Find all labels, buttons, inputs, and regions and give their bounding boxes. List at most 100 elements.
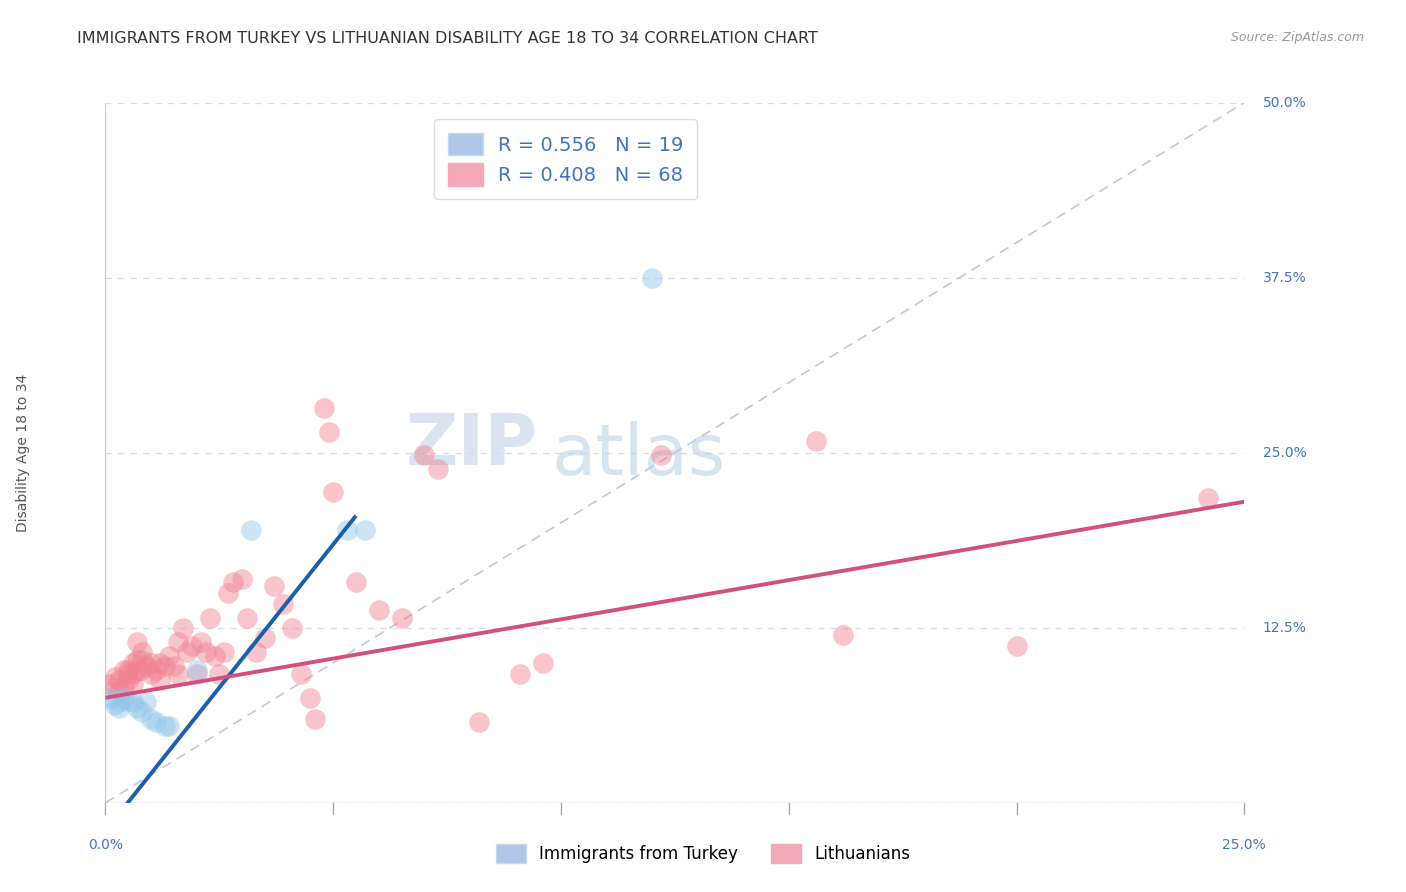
Point (1197, 491, 1219, 505)
Point (318, 425, 340, 439)
Point (121, 667, 143, 681)
Text: IMMIGRANTS FROM TURKEY VS LITHUANIAN DISABILITY AGE 18 TO 34 CORRELATION CHART: IMMIGRANTS FROM TURKEY VS LITHUANIAN DIS… (77, 31, 818, 46)
Point (108, 683, 131, 698)
Point (304, 712, 326, 726)
Point (531, 656, 554, 670)
Point (172, 621, 194, 635)
Point (103, 681, 125, 695)
Point (186, 663, 208, 677)
Point (344, 574, 367, 589)
Point (194, 644, 217, 658)
Point (271, 597, 294, 611)
Point (153, 719, 176, 733)
Point (139, 712, 162, 726)
Point (131, 644, 153, 658)
Point (149, 656, 172, 670)
Point (217, 586, 239, 600)
Point (139, 667, 162, 681)
Point (186, 667, 208, 681)
Text: 50.0%: 50.0% (1263, 95, 1306, 110)
Point (117, 693, 139, 707)
Point (176, 644, 198, 658)
Point (804, 434, 827, 449)
Legend: Immigrants from Turkey, Lithuanians: Immigrants from Turkey, Lithuanians (484, 832, 922, 875)
Point (167, 667, 190, 681)
Text: atlas: atlas (553, 421, 727, 490)
Point (117, 667, 139, 681)
Point (468, 714, 491, 729)
Text: 12.5%: 12.5% (1263, 621, 1306, 635)
Point (650, 449, 672, 463)
Point (103, 698, 125, 712)
Point (127, 634, 149, 648)
Point (263, 579, 285, 593)
Point (103, 670, 125, 684)
Text: 25.0%: 25.0% (1222, 838, 1267, 852)
Point (108, 695, 131, 709)
Point (181, 639, 204, 653)
Point (212, 644, 235, 658)
Point (190, 634, 212, 648)
Point (290, 667, 312, 681)
Point (145, 714, 167, 729)
Point (98, 690, 121, 705)
Point (314, 401, 336, 415)
Point (231, 572, 253, 586)
Point (149, 673, 172, 687)
Point (153, 658, 176, 673)
Text: Disability Age 18 to 34: Disability Age 18 to 34 (17, 374, 31, 532)
Point (299, 690, 322, 705)
Text: 25.0%: 25.0% (1263, 446, 1306, 459)
Point (121, 695, 143, 709)
Point (117, 673, 139, 687)
Point (240, 523, 263, 537)
Point (127, 663, 149, 677)
Point (413, 449, 436, 463)
Text: ZIP: ZIP (406, 411, 538, 480)
Point (139, 656, 162, 670)
Point (641, 270, 664, 285)
Point (1005, 639, 1028, 653)
Point (145, 663, 167, 677)
Point (167, 634, 190, 648)
Point (245, 644, 267, 658)
Point (204, 648, 226, 663)
Text: 37.5%: 37.5% (1263, 270, 1306, 285)
Point (208, 667, 231, 681)
Point (135, 695, 157, 709)
Point (131, 653, 153, 667)
Point (98, 677, 121, 691)
Point (235, 611, 257, 625)
Point (163, 658, 186, 673)
Point (281, 621, 304, 635)
Point (427, 462, 450, 476)
Point (354, 523, 377, 537)
Point (131, 705, 153, 719)
Point (117, 663, 139, 677)
Point (367, 602, 389, 616)
Point (112, 663, 135, 677)
Point (127, 700, 149, 714)
Point (509, 667, 531, 681)
Point (253, 631, 276, 645)
Point (336, 523, 359, 537)
Point (121, 677, 143, 691)
Point (391, 611, 413, 625)
Point (222, 574, 245, 589)
Point (127, 653, 149, 667)
Point (112, 690, 135, 705)
Point (322, 484, 344, 499)
Text: 0.0%: 0.0% (89, 838, 122, 852)
Point (200, 611, 222, 625)
Point (135, 658, 157, 673)
Point (157, 719, 180, 733)
Point (157, 648, 180, 663)
Point (108, 673, 131, 687)
Legend: R = 0.556   N = 19, R = 0.408   N = 68: R = 0.556 N = 19, R = 0.408 N = 68 (434, 120, 697, 199)
Point (121, 656, 143, 670)
Point (832, 628, 855, 642)
Point (112, 681, 135, 695)
Point (108, 700, 131, 714)
Text: Source: ZipAtlas.com: Source: ZipAtlas.com (1230, 31, 1364, 45)
Point (131, 663, 153, 677)
